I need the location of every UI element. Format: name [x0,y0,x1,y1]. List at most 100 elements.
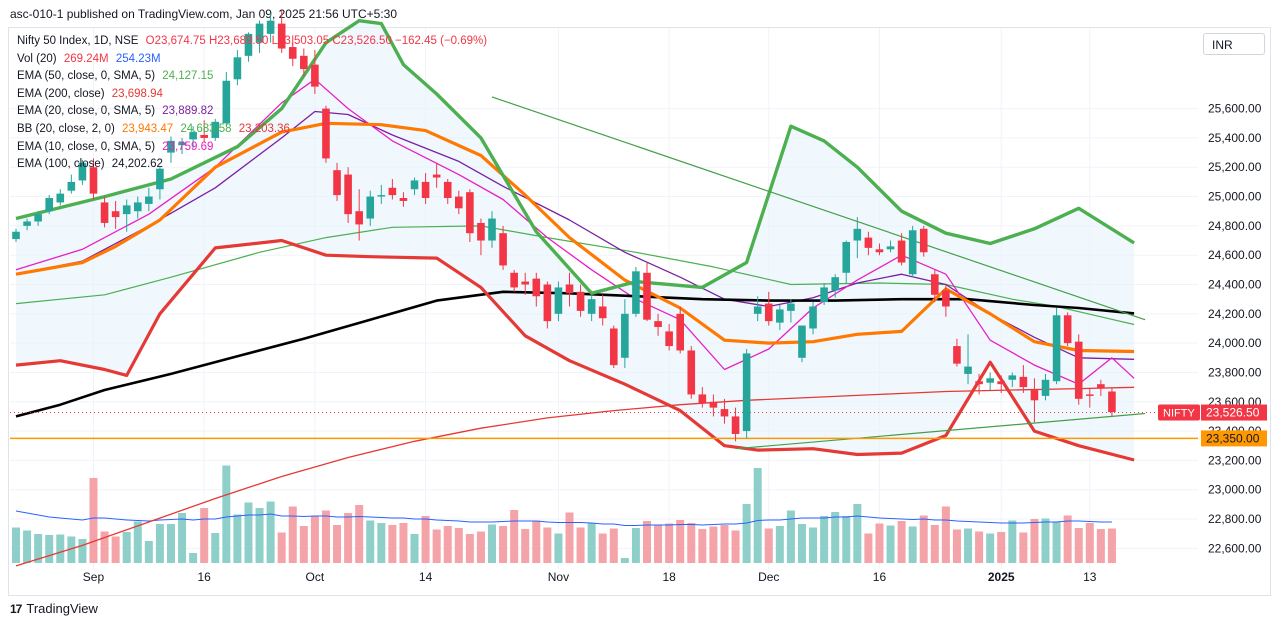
volume-bar [299,526,308,563]
ema20-line [15,110,1135,360]
volume-bar [476,531,485,563]
candle-body [720,409,729,417]
volume-bar [178,513,187,563]
candle-body [100,202,109,223]
ema50-value: 24,127.15 [162,70,214,83]
volume-bar [764,528,773,563]
volume-bar [233,514,242,563]
bb-basis-line [15,121,1135,354]
volume-bar [410,534,419,563]
candle-body [399,198,408,201]
candle-body [355,211,363,225]
candle-body [576,291,585,311]
candle-body [178,142,186,146]
y-tick-label: 23,000.00 [1208,483,1262,497]
volume-bar [786,510,795,563]
volume-bar [333,525,342,563]
candle-body [554,287,563,314]
volume-bar [200,508,209,563]
volume-bar [709,526,718,563]
bb-label: BB (20, close, 2, 0) [17,122,115,135]
candle-body [56,193,65,203]
volume-bar [809,527,818,563]
candle-body [167,140,175,153]
candle-body [532,278,541,297]
volume-bar [753,468,762,563]
candle-body [676,313,684,351]
volume-bar [499,526,508,563]
volume-bar [665,523,674,563]
x-tick-label: 2025 [988,570,1015,584]
ema20-value: 23,889.82 [162,105,214,118]
y-tick-label: 23,200.00 [1208,453,1262,467]
candle-body [322,108,330,159]
volume-bar [676,520,685,563]
legend-ema50-row[interactable]: EMA (50, close, 0, SMA, 5) 24,127.15 [17,68,491,86]
legend-ema20-row[interactable]: EMA (20, close, 0, SMA, 5) 23,889.82 [17,103,491,121]
volume-bar [166,524,175,563]
footer-brand: TradingView [26,601,98,616]
candle-body [632,271,640,314]
trend-line [735,412,1146,450]
legend-symbol-row[interactable]: Nifty 50 Index, 1D, NSE O23,674.75 H23,6… [17,33,491,51]
tradingview-logo-icon: 17 [10,601,22,616]
volume-bar [1019,532,1028,563]
x-tick-label: 14 [419,570,433,584]
candle-body [665,331,673,347]
volume-bar [897,521,906,563]
candle-body [122,205,131,215]
candle-body [510,272,518,288]
candle-body [455,196,463,209]
volume-bar [797,524,806,563]
candle-body [709,401,718,408]
volume-bar [399,523,408,563]
volume-bar [576,527,585,563]
legend-volume-row[interactable]: Vol (20) 269.24M 254.23M [17,51,491,69]
bb-upper-line [15,19,1136,295]
candle-body [643,272,651,320]
volume-bar [377,523,386,563]
candle-body [798,325,806,358]
candle-body [67,181,76,191]
bb-lower-line [15,238,1135,462]
legend-ema200-row[interactable]: EMA (200, close) 23,698.94 [17,86,491,104]
volume-bar [930,525,939,563]
volume-bar [100,531,109,563]
candle-body [410,180,419,190]
candle-body [820,287,828,303]
candle-body [300,55,308,70]
volume-bar [443,526,452,563]
support-price-label: 23,350.00 [1206,431,1260,445]
candle-body [333,170,341,196]
volume-bar [454,528,463,563]
volume-bar [321,510,330,563]
volume-bar [67,536,76,563]
volume-bar [12,527,20,563]
legend-ema10-row[interactable]: EMA (10, close, 0, SMA, 5) 23,759.69 [17,139,491,157]
volume-bar [34,534,43,563]
volume-bar [609,528,618,563]
currency-selector[interactable]: INR [1203,33,1265,55]
volume-bar [731,530,740,563]
candle-body [111,211,120,218]
candle-body [787,303,795,311]
candle-body [1097,384,1105,389]
bb-basis-value: 23,943.47 [122,122,174,135]
candle-body [255,23,264,43]
volume-bar [355,505,364,563]
legend-ema100-row[interactable]: EMA (100, close) 24,202.62 [17,156,491,174]
legend-bb-row[interactable]: BB (20, close, 2, 0) 23,943.47 24,683.58… [17,121,491,139]
ohlc-values: O23,674.75 H23,689.50 L23,503.05 C23,526… [145,35,488,47]
candle-body [89,167,98,194]
volume-bar [56,534,65,563]
volume-bar [521,529,530,563]
y-tick-label: 24,400.00 [1208,278,1262,292]
volume-ma-value: 254.23M [115,52,161,65]
ema100-value: 24,202.62 [111,158,163,171]
candle-body [34,214,42,222]
y-tick-label: 25,200.00 [1208,160,1262,174]
candle-body [421,181,430,199]
ema20-label: EMA (20, close, 0, SMA, 5) [17,105,156,118]
volume-bar [565,512,574,563]
